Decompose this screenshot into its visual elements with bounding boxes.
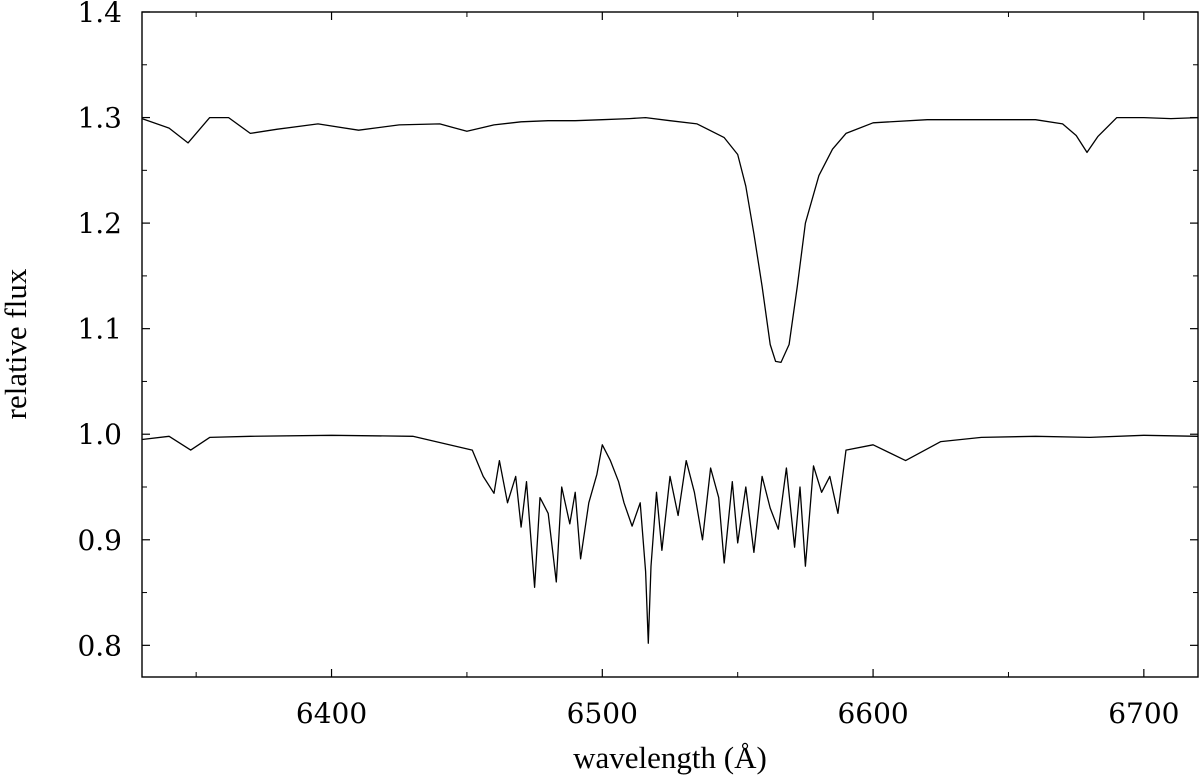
y-tick-label: 1.2	[77, 207, 122, 240]
y-tick-label: 1.0	[77, 418, 122, 451]
x-tick-label: 6600	[837, 697, 908, 730]
y-tick-label: 1.1	[77, 313, 122, 346]
plot-frame	[141, 11, 1199, 678]
axis-ticks: 6400 6500 6600 6700 0.8 0.9 1.0 1.1 1.2 1.3 1.4	[77, 0, 1198, 730]
x-axis-label: wavelength (Å)	[573, 740, 767, 775]
x-tick-label: 6500	[567, 697, 638, 730]
y-tick-label: 1.4	[77, 0, 122, 29]
x-tick-label: 6700	[1108, 697, 1179, 730]
series-line-2	[141, 434, 1199, 644]
y-tick-label: 0.8	[77, 629, 122, 662]
x-tick-label: 6400	[296, 697, 367, 730]
series-line-1	[141, 116, 1199, 364]
y-tick-label: 1.3	[77, 102, 122, 135]
y-tick-label: 0.9	[77, 524, 122, 557]
series-layer	[141, 116, 1199, 644]
y-axis-label: relative flux	[0, 268, 33, 419]
